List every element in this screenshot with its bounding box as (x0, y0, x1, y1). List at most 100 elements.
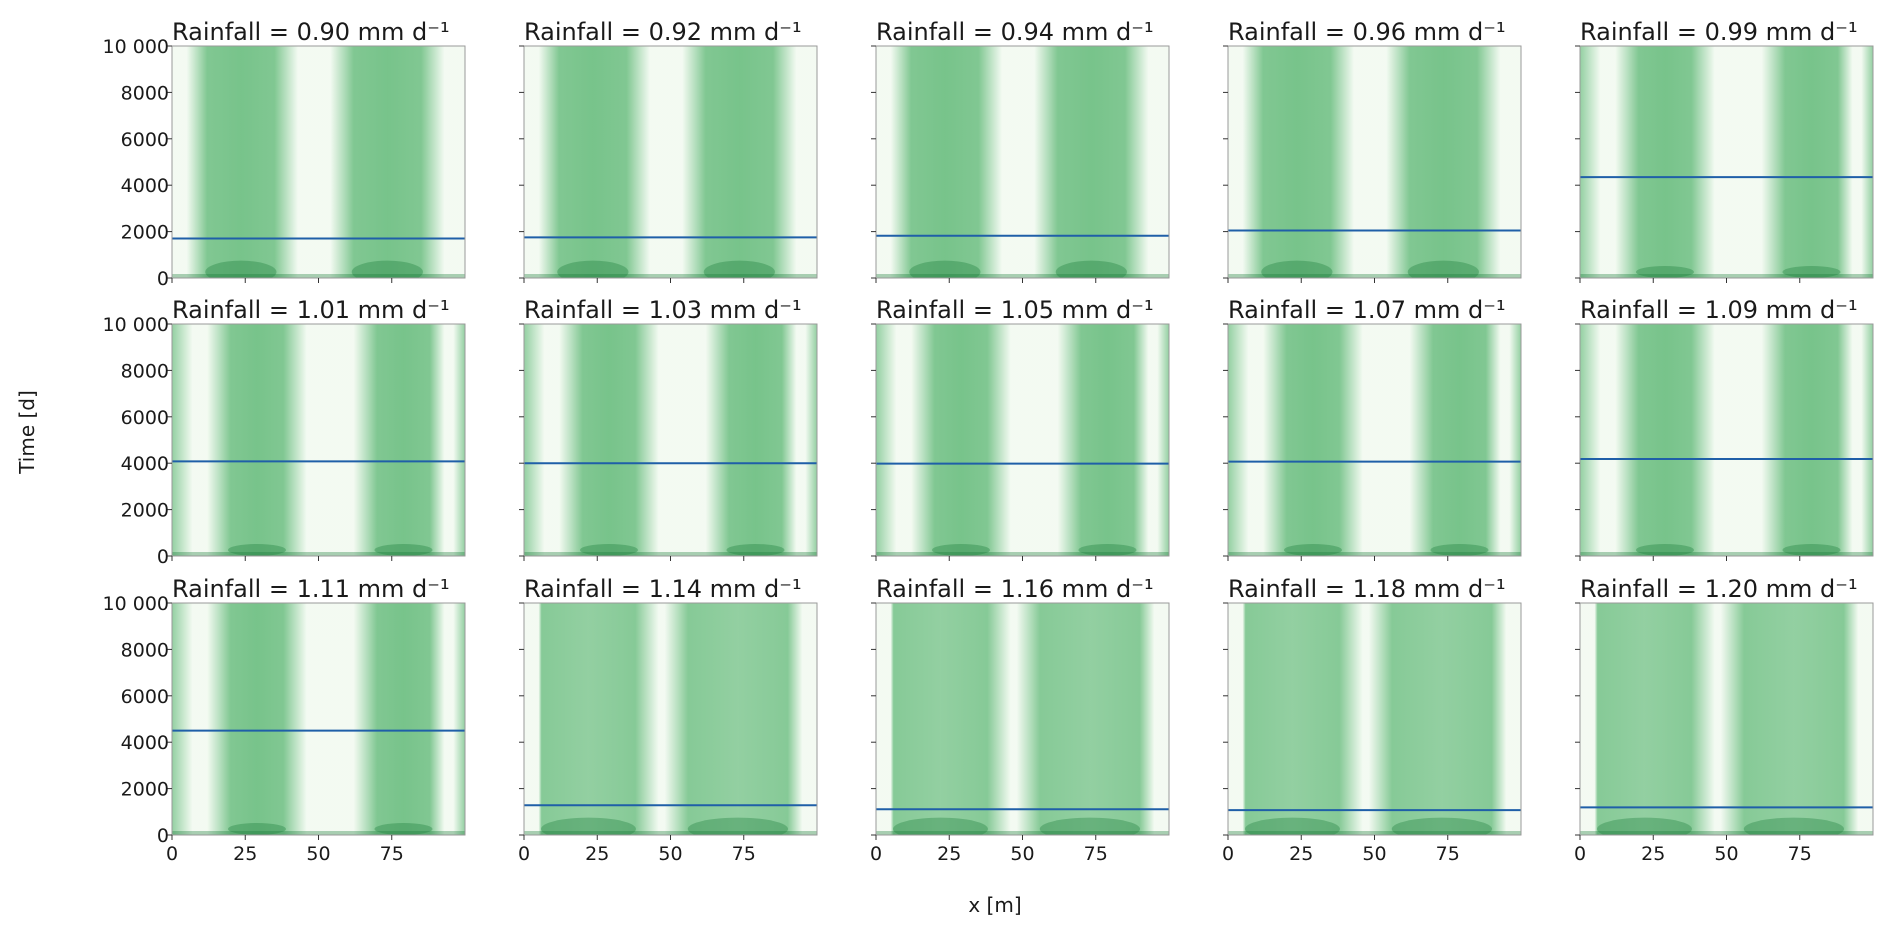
panel-1: Rainfall = 0.90 mm d⁻¹ 0 2000 4000 6000 8000 1… (103, 18, 466, 290)
transient-patch (1261, 260, 1333, 278)
y-tick-label: 10 000 (103, 36, 169, 58)
transient-patch (726, 544, 785, 556)
transient-patch (205, 260, 277, 278)
initial-row (524, 831, 817, 835)
panel-11: Rainfall = 1.11 mm d⁻¹ 0 2000 4000 6000 8000 1… (103, 575, 466, 865)
transient-patch (893, 817, 988, 835)
transient-patch (1407, 260, 1479, 278)
y-tick-label: 0 (157, 546, 169, 568)
transient-patch (351, 260, 423, 278)
y-axis-label: Time [d] (15, 390, 39, 475)
initial-row (1580, 552, 1873, 556)
x-tick-label: 25 (585, 843, 609, 865)
panel-13: Rainfall = 1.16 mm d⁻¹ 0 25 50 75 (870, 575, 1170, 865)
panel-6: Rainfall = 1.01 mm d⁻¹ 0 2000 4000 6000 8000 1… (103, 296, 466, 568)
transient-patch (1391, 817, 1492, 835)
x-tick-label: 75 (1436, 843, 1460, 865)
vegetation-field (1228, 603, 1521, 835)
vegetation-field (876, 603, 1169, 835)
panel-title: Rainfall = 1.16 mm d⁻¹ (876, 575, 1154, 603)
initial-row (1228, 831, 1521, 835)
x-tick-label: 75 (732, 843, 756, 865)
panels-grid: Rainfall = 0.90 mm d⁻¹ 0 2000 4000 6000 8000 1… (103, 18, 1874, 865)
transient-patch (1245, 817, 1340, 835)
x-tick-label: 0 (166, 843, 178, 865)
panel-title: Rainfall = 0.92 mm d⁻¹ (524, 18, 802, 46)
initial-row (524, 274, 817, 278)
panel-title: Rainfall = 0.99 mm d⁻¹ (1580, 18, 1858, 46)
transient-patch (227, 823, 286, 835)
transient-patch (557, 260, 629, 278)
panel-3: Rainfall = 0.94 mm d⁻¹ (871, 18, 1170, 283)
x-tick-label: 25 (233, 843, 257, 865)
x-tick-label: 0 (1574, 843, 1586, 865)
transient-patch (687, 817, 788, 835)
vegetation-field (876, 324, 1169, 556)
x-tick-label: 25 (1641, 843, 1665, 865)
transient-patch (1635, 266, 1694, 278)
y-tick-label: 8000 (121, 360, 169, 382)
panel-title: Rainfall = 1.09 mm d⁻¹ (1580, 296, 1858, 324)
y-tick-label: 4000 (121, 732, 169, 754)
transient-patch (1078, 544, 1137, 556)
panel-10: Rainfall = 1.09 mm d⁻¹ (1575, 296, 1874, 561)
x-tick-label: 50 (1010, 843, 1034, 865)
panel-title: Rainfall = 1.14 mm d⁻¹ (524, 575, 802, 603)
transient-patch (1782, 266, 1841, 278)
panel-15: Rainfall = 1.20 mm d⁻¹ 0 25 50 75 (1574, 575, 1874, 865)
y-tick-label: 8000 (121, 639, 169, 661)
y-tick-label: 0 (157, 268, 169, 290)
y-tick-label: 8000 (121, 82, 169, 104)
panel-title: Rainfall = 1.18 mm d⁻¹ (1228, 575, 1506, 603)
vegetation-field (1580, 603, 1873, 835)
transient-patch (703, 260, 775, 278)
panel-title: Rainfall = 1.01 mm d⁻¹ (172, 296, 450, 324)
initial-row (1580, 274, 1873, 278)
transient-patch (227, 544, 286, 556)
y-tick-label: 4000 (121, 175, 169, 197)
initial-row (172, 831, 465, 835)
initial-row (1228, 274, 1521, 278)
transient-patch (931, 544, 990, 556)
initial-row (876, 831, 1169, 835)
initial-row (1580, 831, 1873, 835)
transient-patch (1743, 817, 1844, 835)
vegetation-field (876, 46, 1169, 278)
vegetation-field (524, 324, 817, 556)
transient-patch (541, 817, 636, 835)
y-tick-label: 10 000 (103, 593, 169, 615)
panel-4: Rainfall = 0.96 mm d⁻¹ (1223, 18, 1522, 283)
panel-title: Rainfall = 1.03 mm d⁻¹ (524, 296, 802, 324)
y-tick-label: 6000 (121, 407, 169, 429)
y-tick-label: 6000 (121, 129, 169, 151)
x-tick-label: 50 (1362, 843, 1386, 865)
panel-7: Rainfall = 1.03 mm d⁻¹ (519, 296, 818, 561)
panel-title: Rainfall = 0.96 mm d⁻¹ (1228, 18, 1506, 46)
y-tick-label: 2000 (121, 779, 169, 801)
initial-row (172, 274, 465, 278)
y-tick-label: 0 (157, 825, 169, 847)
y-tick-label: 2000 (121, 500, 169, 522)
panel-5: Rainfall = 0.99 mm d⁻¹ (1575, 18, 1874, 283)
transient-patch (579, 544, 638, 556)
transient-patch (1597, 817, 1692, 835)
panel-8: Rainfall = 1.05 mm d⁻¹ (871, 296, 1170, 561)
transient-patch (1635, 544, 1694, 556)
vegetation-field (524, 46, 817, 278)
x-tick-label: 75 (380, 843, 404, 865)
panel-2: Rainfall = 0.92 mm d⁻¹ (519, 18, 818, 283)
transient-patch (1283, 544, 1342, 556)
x-tick-label: 75 (1788, 843, 1812, 865)
x-tick-label: 50 (1714, 843, 1738, 865)
vegetation-field (1580, 324, 1873, 556)
x-tick-label: 0 (1222, 843, 1234, 865)
x-tick-label: 50 (658, 843, 682, 865)
panel-9: Rainfall = 1.07 mm d⁻¹ (1223, 296, 1522, 561)
panel-14: Rainfall = 1.18 mm d⁻¹ 0 25 50 75 (1222, 575, 1522, 865)
x-tick-label: 25 (1289, 843, 1313, 865)
transient-patch (1430, 544, 1489, 556)
vegetation-field (172, 603, 465, 835)
vegetation-field (172, 46, 465, 278)
transient-patch (1039, 817, 1140, 835)
